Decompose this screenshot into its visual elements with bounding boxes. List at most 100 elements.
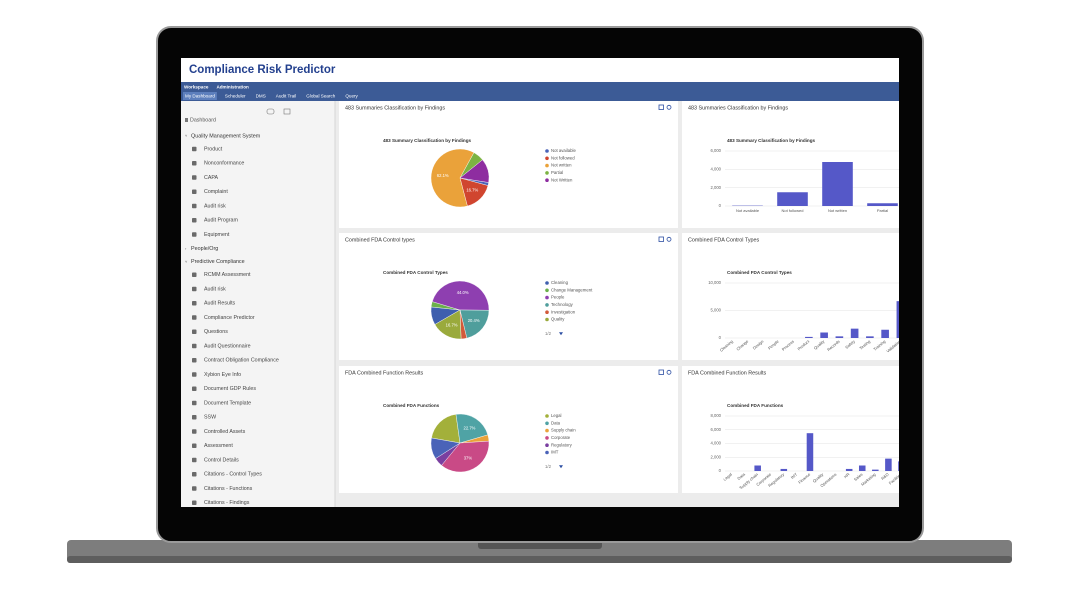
y-tick-label: 5,000: [711, 308, 722, 313]
legend-dot: [545, 149, 549, 153]
bar: [820, 333, 828, 339]
legend-label[interactable]: Supply chain: [551, 428, 576, 433]
sidebar-item-icon: [192, 443, 197, 448]
legend-pager[interactable]: 1/2: [545, 464, 552, 469]
legend-dot: [545, 171, 549, 175]
nav-tab[interactable]: Global Search: [306, 94, 336, 99]
sidebar-item[interactable]: Controlled Assets: [204, 429, 246, 435]
sidebar-item[interactable]: Audit risk: [204, 286, 226, 292]
legend-label[interactable]: People: [551, 295, 565, 300]
legend-label[interactable]: IMT: [551, 450, 559, 455]
sidebar-item-icon: [192, 472, 197, 477]
sidebar-item[interactable]: Product: [204, 146, 223, 152]
y-tick-label: 6,000: [711, 148, 722, 153]
y-tick-label: 2,000: [711, 454, 722, 459]
legend-dot: [545, 422, 549, 426]
nav-menu-item[interactable]: Administration: [216, 85, 249, 90]
sidebar-item[interactable]: Compliance Predictor: [204, 315, 255, 321]
app-title: Compliance Risk Predictor: [189, 64, 336, 76]
nav-tab[interactable]: Audit Trail: [276, 94, 296, 99]
chart-title: Combined FDA Functions: [727, 403, 784, 408]
panel: [339, 101, 678, 228]
bar: [851, 329, 859, 338]
legend-label[interactable]: Regulatory: [551, 442, 573, 447]
sidebar-item[interactable]: Citations - Findings: [204, 500, 250, 506]
sidebar-group[interactable]: Predictive Compliance: [191, 259, 245, 265]
sidebar-item[interactable]: Nonconformance: [204, 161, 244, 167]
sidebar-item[interactable]: Assessment: [204, 443, 233, 449]
legend-pager[interactable]: 1/2: [545, 331, 552, 336]
legend-label[interactable]: Legal: [551, 413, 562, 418]
sidebar-item-icon: [192, 344, 197, 349]
sidebar-item-icon: [192, 287, 197, 292]
chart-title: 483 Summary Classification by Findings: [727, 138, 816, 143]
y-tick-label: 2,000: [711, 185, 722, 190]
sidebar-item[interactable]: Audit risk: [204, 203, 226, 209]
nav-tab[interactable]: Scheduler: [225, 94, 246, 99]
legend-label[interactable]: Investigation: [551, 309, 576, 314]
legend-label[interactable]: Cleaning: [551, 280, 569, 285]
sidebar-item-icon: [192, 429, 197, 434]
sidebar-icon: [185, 118, 188, 122]
bar: [867, 203, 898, 206]
legend-dot: [545, 310, 549, 314]
sidebar-item[interactable]: Audit Questionnaire: [204, 343, 251, 349]
sidebar-item[interactable]: SSW: [204, 415, 216, 421]
chart-title: 483 Summary Classification by Findings: [383, 138, 472, 143]
legend-label[interactable]: Data: [551, 420, 561, 425]
legend-label[interactable]: Not available: [551, 148, 576, 153]
legend-label[interactable]: Not written: [551, 163, 572, 168]
legend-label[interactable]: Not followed: [551, 155, 575, 160]
bar: [846, 469, 853, 471]
sidebar-item-icon: [192, 315, 197, 320]
sidebar-item-icon: [192, 458, 197, 463]
sidebar-item[interactable]: Document GDP Rules: [204, 386, 256, 392]
pie-label: 44.0%: [457, 290, 469, 295]
sidebar-item[interactable]: Audit Results: [204, 301, 236, 307]
sidebar-item[interactable]: RCMM Assessment: [204, 272, 251, 278]
legend-label[interactable]: Corporate: [551, 435, 571, 440]
sidebar-item[interactable]: Citations - Functions: [204, 486, 253, 492]
sidebar-item[interactable]: Questions: [204, 329, 228, 335]
legend-label[interactable]: Partial: [551, 170, 563, 175]
sidebar-item[interactable]: Audit Program: [204, 218, 238, 224]
legend-label[interactable]: Not Written: [551, 177, 573, 182]
sidebar-item[interactable]: CAPA: [204, 175, 218, 181]
sidebar-item-icon: [192, 486, 197, 491]
sidebar-item-icon: [192, 272, 197, 277]
nav-tab[interactable]: My Dashboard: [185, 94, 215, 99]
nav-menu-item[interactable]: Workspace: [184, 85, 209, 90]
sidebar-home[interactable]: Dashboard: [190, 117, 216, 123]
x-tick-label: Not available: [736, 208, 760, 213]
legend-label[interactable]: Change Management: [551, 287, 593, 292]
sidebar-item[interactable]: Citations - Control Types: [204, 472, 262, 478]
sidebar-group[interactable]: Quality Management System: [191, 133, 261, 139]
legend-label[interactable]: Quality: [551, 317, 565, 322]
sidebar-item[interactable]: Contract Obligation Compliance: [204, 358, 279, 364]
sidebar-item-icon: [192, 301, 197, 306]
sidebar-item[interactable]: Document Template: [204, 400, 251, 406]
sidebar-item-icon: [192, 161, 197, 166]
sidebar-item-icon: [192, 358, 197, 363]
bar: [872, 470, 879, 471]
sidebar-item[interactable]: Equipment: [204, 232, 230, 238]
laptop-base-edge: [67, 556, 1012, 563]
sidebar-item-icon: [192, 232, 197, 237]
panel-title: FDA Combined Function Results: [345, 370, 424, 376]
sidebar-item-icon: [192, 386, 197, 391]
pie-label: 20.4%: [468, 318, 480, 323]
sidebar-item[interactable]: Xybion Eye Info: [204, 372, 241, 378]
sidebar-item[interactable]: Complaint: [204, 189, 228, 195]
sidebar-item[interactable]: Control Details: [204, 457, 239, 463]
bar: [836, 336, 844, 338]
y-tick-label: 4,000: [711, 441, 722, 446]
nav-tab[interactable]: Query: [345, 94, 358, 99]
nav-tab[interactable]: DMS: [256, 94, 266, 99]
sidebar-item-icon: [192, 500, 197, 505]
panel-title: 483 Summaries Classification by Findings: [345, 105, 445, 111]
legend-label[interactable]: Technology: [551, 302, 574, 307]
chart-title: Combined FDA Functions: [383, 403, 440, 408]
panel: [339, 233, 678, 360]
sidebar-group[interactable]: People/Org: [191, 246, 218, 252]
